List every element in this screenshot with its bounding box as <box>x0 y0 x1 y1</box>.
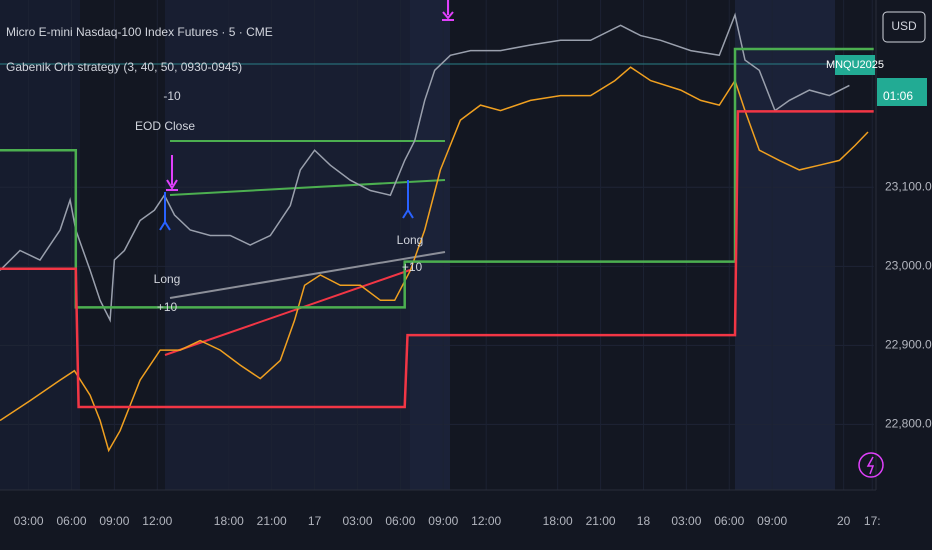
series-line <box>0 12 850 323</box>
session-shade <box>165 0 410 490</box>
x-tick-label: 03:00 <box>342 514 372 528</box>
alert-button[interactable] <box>858 452 884 478</box>
x-tick-label: 17 <box>308 514 322 528</box>
annotation: +10 <box>402 260 423 274</box>
countdown-box <box>877 78 927 106</box>
x-tick-label: 18 <box>637 514 651 528</box>
exit-arrow <box>442 0 454 21</box>
y-tick-label: 22,800.00 <box>885 417 932 431</box>
x-tick-label: 20 <box>837 514 851 528</box>
session-shade <box>735 0 835 490</box>
x-tick-label: 06:00 <box>56 514 86 528</box>
trade-line <box>169 251 446 299</box>
series-line <box>0 47 874 309</box>
x-tick-label: 03:00 <box>14 514 44 528</box>
chart-title: Micro E-mini Nasdaq-100 Index Futures · … <box>6 25 273 39</box>
series-line <box>0 66 869 453</box>
y-tick-label: 23,000.00 <box>885 259 932 273</box>
x-tick-label: 06:00 <box>714 514 744 528</box>
long-arrow <box>159 192 171 231</box>
time-axis <box>0 490 932 550</box>
x-tick-label: 09:00 <box>99 514 129 528</box>
alert-icon <box>866 456 875 475</box>
annotation: Long <box>154 272 181 286</box>
x-tick-label: 09:00 <box>428 514 458 528</box>
y-tick-label: 23,100.00 <box>885 179 932 193</box>
exit-arrow <box>166 155 178 191</box>
price-tag: MNQU2025 <box>826 59 884 71</box>
annotation: Long <box>397 233 424 247</box>
series-line <box>0 110 874 409</box>
y-tick-label: 22,900.00 <box>885 338 932 352</box>
price-tag-box <box>835 55 875 75</box>
x-tick-label: 09:00 <box>757 514 787 528</box>
x-tick-label: 06:00 <box>385 514 415 528</box>
annotation: EOD Close <box>135 119 195 133</box>
annotation: -10 <box>163 89 181 103</box>
x-tick-label: 12:00 <box>142 514 172 528</box>
currency-button[interactable] <box>882 11 926 43</box>
x-tick-label: 18:00 <box>543 514 573 528</box>
x-tick-label: 17: <box>864 514 881 528</box>
currency[interactable]: USD <box>891 19 917 33</box>
trade-line <box>164 269 411 356</box>
session-shade <box>0 0 80 490</box>
annotation: +10 <box>157 300 178 314</box>
x-tick-label: 12:00 <box>471 514 501 528</box>
x-tick-label: 21:00 <box>586 514 616 528</box>
x-tick-label: 03:00 <box>671 514 701 528</box>
countdown: 01:06 <box>883 89 913 103</box>
long-arrow <box>402 180 414 219</box>
x-tick-label: 21:00 <box>257 514 287 528</box>
trade-line <box>169 179 446 196</box>
indicator-title: Gabenik Orb strategy (3, 40, 50, 0930-09… <box>6 60 242 74</box>
x-tick-label: 18:00 <box>214 514 244 528</box>
